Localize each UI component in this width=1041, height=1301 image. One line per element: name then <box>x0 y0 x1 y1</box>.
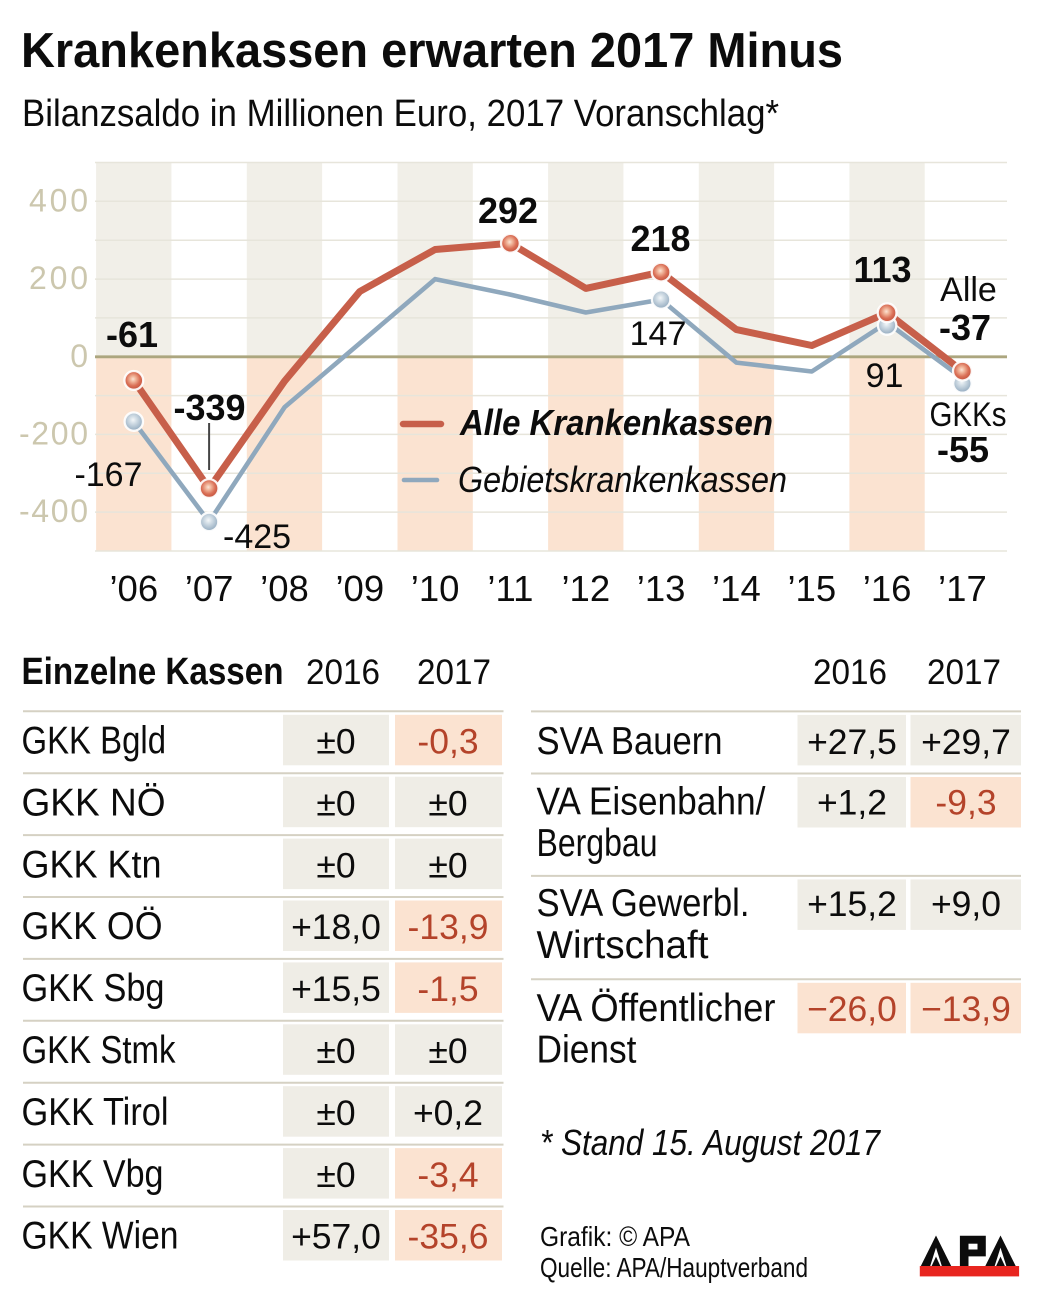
svg-text:SVA Gewerbl.: SVA Gewerbl. <box>537 882 750 925</box>
svg-text:’13: ’13 <box>637 568 686 609</box>
svg-text:Bilanzsaldo in Millionen Euro,: Bilanzsaldo in Millionen Euro, 2017 Vora… <box>22 93 779 135</box>
svg-text:±0: ±0 <box>428 1031 467 1071</box>
svg-text:GKK Tirol: GKK Tirol <box>22 1091 169 1134</box>
svg-text:GKK Ktn: GKK Ktn <box>22 843 162 886</box>
svg-text:GKKs: GKKs <box>930 396 1007 434</box>
svg-text:-400: -400 <box>19 493 88 529</box>
svg-text:218: 218 <box>630 218 690 259</box>
svg-text:* Stand 15. August 2017: * Stand 15. August 2017 <box>540 1122 882 1163</box>
svg-text:±0: ±0 <box>428 783 467 823</box>
svg-text:±0: ±0 <box>316 722 355 762</box>
svg-text:Gebietskrankenkassen: Gebietskrankenkassen <box>458 459 787 500</box>
svg-text:GKK NÖ: GKK NÖ <box>22 781 166 824</box>
svg-text:±0: ±0 <box>428 845 467 885</box>
svg-text:+29,7: +29,7 <box>921 722 1011 762</box>
svg-text:-1,5: -1,5 <box>417 969 478 1009</box>
svg-text:-0,3: -0,3 <box>417 722 478 762</box>
svg-text:’15: ’15 <box>787 568 836 609</box>
svg-text:+57,0: +57,0 <box>291 1217 381 1257</box>
svg-text:Grafik: © APA: Grafik: © APA <box>540 1221 690 1252</box>
svg-text:Quelle: APA/Hauptverband: Quelle: APA/Hauptverband <box>540 1252 808 1283</box>
svg-text:292: 292 <box>478 190 538 231</box>
svg-text:’17: ’17 <box>938 568 987 609</box>
svg-text:113: 113 <box>853 249 911 290</box>
svg-text:+15,2: +15,2 <box>807 884 897 924</box>
svg-text:Dienst: Dienst <box>537 1029 637 1072</box>
svg-text:-37: -37 <box>939 307 991 348</box>
svg-text:2016: 2016 <box>306 652 380 692</box>
svg-text:±0: ±0 <box>316 845 355 885</box>
svg-text:±0: ±0 <box>316 1155 355 1195</box>
svg-text:-9,3: -9,3 <box>935 782 996 822</box>
svg-text:2017: 2017 <box>927 652 1001 692</box>
svg-text:200: 200 <box>29 260 88 296</box>
svg-text:’11: ’11 <box>487 568 533 609</box>
svg-text:’09: ’09 <box>335 568 384 609</box>
svg-text:+0,2: +0,2 <box>413 1093 483 1133</box>
svg-text:’08: ’08 <box>260 568 309 609</box>
svg-text:GKK Wien: GKK Wien <box>22 1215 179 1258</box>
svg-text:400: 400 <box>29 182 88 218</box>
svg-text:’16: ’16 <box>863 568 912 609</box>
svg-text:VA Öffentlicher: VA Öffentlicher <box>537 987 776 1030</box>
svg-text:-55: -55 <box>937 429 989 470</box>
svg-text:±0: ±0 <box>316 1093 355 1133</box>
svg-text:147: 147 <box>630 315 687 353</box>
svg-text:91: 91 <box>866 357 904 395</box>
svg-text:GKK Vbg: GKK Vbg <box>22 1153 164 1196</box>
svg-text:Einzelne Kassen: Einzelne Kassen <box>22 651 284 693</box>
svg-text:GKK Sbg: GKK Sbg <box>22 967 165 1010</box>
svg-text:’07: ’07 <box>185 568 234 609</box>
svg-text:’12: ’12 <box>561 568 610 609</box>
svg-text:-61: -61 <box>106 314 158 355</box>
svg-text:-200: -200 <box>19 415 88 451</box>
svg-text:0: 0 <box>70 338 88 374</box>
svg-text:GKK Stmk: GKK Stmk <box>22 1029 177 1072</box>
svg-text:Krankenkassen erwarten 2017 Mi: Krankenkassen erwarten 2017 Minus <box>21 24 843 78</box>
svg-text:±0: ±0 <box>316 783 355 823</box>
svg-text:±0: ±0 <box>316 1031 355 1071</box>
svg-text:GKK OÖ: GKK OÖ <box>22 905 163 948</box>
svg-text:+15,5: +15,5 <box>291 969 381 1009</box>
svg-text:Wirtschaft: Wirtschaft <box>537 924 709 967</box>
svg-text:Bergbau: Bergbau <box>537 822 658 865</box>
svg-text:SVA Bauern: SVA Bauern <box>537 720 723 763</box>
svg-text:2016: 2016 <box>813 652 887 692</box>
svg-text:-425: -425 <box>223 518 291 556</box>
svg-text:−13,9: −13,9 <box>921 989 1011 1029</box>
svg-text:+1,2: +1,2 <box>817 782 887 822</box>
svg-text:-339: -339 <box>173 387 245 428</box>
svg-text:’10: ’10 <box>411 568 460 609</box>
svg-text:+9,0: +9,0 <box>931 884 1001 924</box>
svg-text:+27,5: +27,5 <box>807 722 897 762</box>
svg-text:-3,4: -3,4 <box>417 1155 478 1195</box>
svg-text:-35,6: -35,6 <box>408 1217 489 1257</box>
svg-text:+18,0: +18,0 <box>291 907 381 947</box>
svg-text:GKK Bgld: GKK Bgld <box>22 720 167 763</box>
svg-text:2017: 2017 <box>417 652 491 692</box>
svg-text:’14: ’14 <box>712 568 761 609</box>
svg-text:VA Eisenbahn/: VA Eisenbahn/ <box>537 780 766 823</box>
svg-text:’06: ’06 <box>109 568 158 609</box>
svg-text:−26,0: −26,0 <box>807 989 897 1029</box>
svg-text:-167: -167 <box>74 456 142 494</box>
svg-text:-13,9: -13,9 <box>408 907 489 947</box>
svg-text:Alle: Alle <box>940 271 997 309</box>
svg-text:Alle Krankenkassen: Alle Krankenkassen <box>459 402 773 443</box>
